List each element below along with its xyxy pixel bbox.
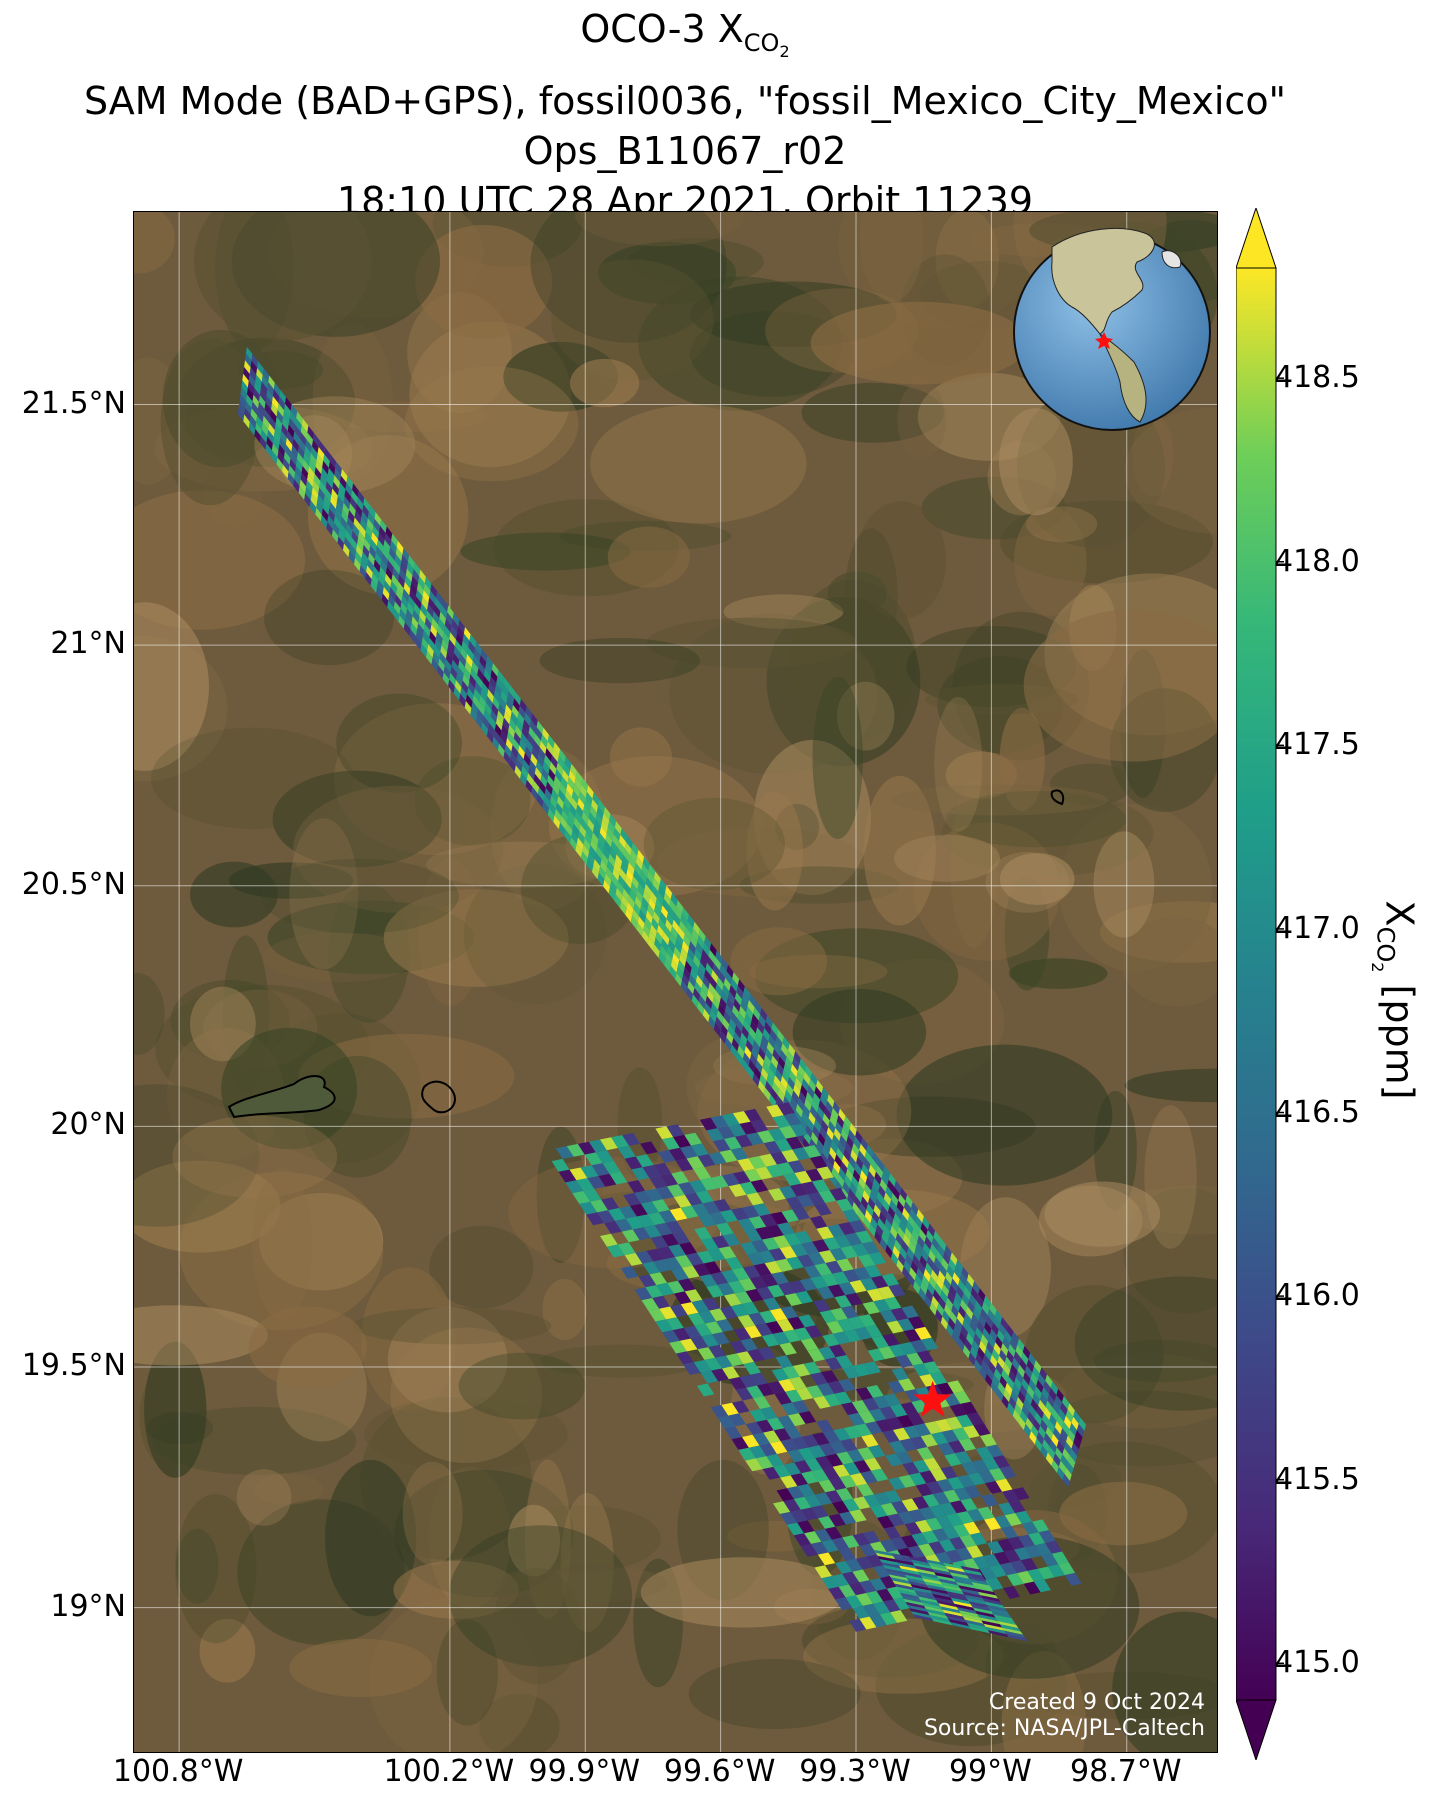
lat-tick-label: 19°N	[50, 1588, 126, 1624]
credit-created: Created 9 Oct 2024	[988, 1690, 1205, 1715]
inset-globe	[1013, 227, 1211, 431]
western-southern-swath	[551, 1102, 1082, 1632]
xco2-swaths	[237, 346, 1087, 1642]
lake-outlines	[227, 789, 1065, 1119]
lon-tick-label: 100.2°W	[383, 1754, 515, 1789]
credit-source: Source: NASA/JPL-Caltech	[923, 1716, 1205, 1741]
colorbar-tick-label: 416.5	[1274, 1094, 1360, 1130]
colorbar-tick-label: 416.0	[1274, 1278, 1360, 1314]
colorbar-extend-max	[1236, 208, 1277, 269]
lat-tick-label: 19.5°N	[21, 1348, 126, 1383]
lon-tick-label: 100.8°W	[112, 1754, 244, 1789]
colorbar-tick-label: 417.5	[1274, 727, 1360, 763]
figure-title: OCO-3 XCO2 SAM Mode (BAD+GPS), fossil003…	[0, 4, 1370, 226]
colorbar-tick-label: 415.5	[1274, 1461, 1360, 1497]
lon-tick-label: 99.6°W	[663, 1754, 776, 1789]
lat-tick-label: 21°N	[50, 626, 126, 662]
title-line-2: SAM Mode (BAD+GPS), fossil0036, "fossil_…	[83, 79, 1287, 124]
target-star-icon	[913, 1380, 952, 1417]
colorbar	[1236, 208, 1284, 1760]
colorbar-extend-min	[1236, 1699, 1277, 1760]
southern-strip	[874, 1549, 1028, 1642]
lon-tick-label: 98.7°W	[1070, 1754, 1182, 1789]
colorbar-tick-label: 418.5	[1274, 360, 1360, 396]
lat-tick-label: 20°N	[50, 1107, 126, 1143]
colorbar-gradient	[1236, 267, 1277, 1701]
northern-swath	[237, 346, 1087, 1488]
lon-tick-label: 99.3°W	[799, 1754, 911, 1789]
colorbar-title: XCO2 [ppm]	[1368, 900, 1422, 1100]
map-panel[interactable]: Created 9 Oct 2024 Source: NASA/JPL-Calt…	[133, 211, 1218, 1753]
colorbar-tick-label: 418.0	[1274, 543, 1360, 579]
colorbar-tick-label: 415.0	[1274, 1645, 1360, 1681]
lat-tick-label: 20.5°N	[21, 866, 126, 902]
title-line-3: Ops_B11067_r02	[523, 129, 847, 174]
map-canvas[interactable]	[134, 212, 1217, 1752]
lon-tick-label: 99.9°W	[528, 1754, 640, 1789]
colorbar-tick-label: 417.0	[1274, 910, 1360, 946]
title-line-1: OCO-3 XCO2	[580, 7, 790, 61]
lon-tick-label: 99°W	[948, 1754, 1032, 1789]
lat-tick-label: 21.5°N	[21, 385, 126, 421]
